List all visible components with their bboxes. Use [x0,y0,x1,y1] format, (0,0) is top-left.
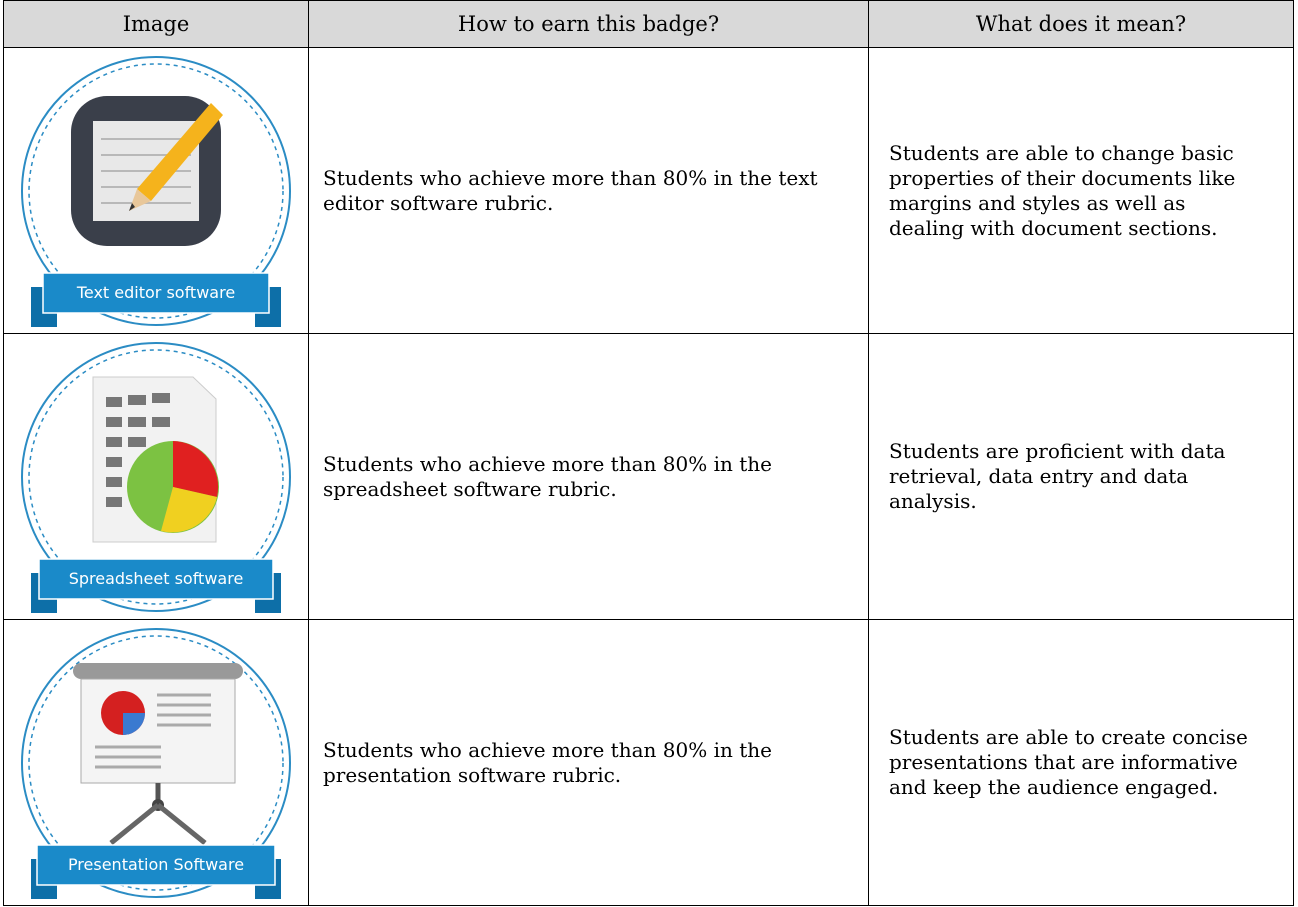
meaning-cell: Students are able to create concise pres… [868,619,1294,906]
table-row: Spreadsheet software Students who achiev… [3,333,1294,620]
how-cell: Students who achieve more than 80% in th… [308,47,869,334]
cell-text: Students who achieve more than 80% in th… [323,737,772,787]
badge: Text editor software [21,55,291,327]
cell-text: Students are proficient with data retrie… [889,439,1226,513]
cell-text: Students who achieve more than 80% in th… [323,165,818,215]
image-cell: Spreadsheet software [3,333,309,620]
image-cell: Presentation Software [3,619,309,906]
header-cell: What does it mean? [868,0,1294,48]
header-row: Image How to earn this badge? What does … [3,0,1294,48]
badge-label: Spreadsheet software [69,569,244,588]
meaning-cell: Students are proficient with data retrie… [868,333,1294,620]
badge: Presentation Software [21,627,291,899]
cell-text: Students are able to change basic proper… [889,140,1236,240]
badge-label: Presentation Software [68,855,244,874]
table-row: Text editor software Students who achiev… [3,47,1294,334]
table-row: Presentation Software Students who achie… [3,619,1294,906]
header-cell: How to earn this badge? [308,0,869,48]
image-cell: Text editor software [3,47,309,334]
badge-label: Text editor software [76,283,235,302]
how-cell: Students who achieve more than 80% in th… [308,619,869,906]
badge-table: Image How to earn this badge? What does … [3,0,1294,906]
cell-text: Students are able to create concise pres… [889,725,1248,799]
how-cell: Students who achieve more than 80% in th… [308,333,869,620]
meaning-cell: Students are able to change basic proper… [868,47,1294,334]
header-cell: Image [3,0,309,48]
badge: Spreadsheet software [21,341,291,613]
cell-text: Students who achieve more than 80% in th… [323,451,772,501]
